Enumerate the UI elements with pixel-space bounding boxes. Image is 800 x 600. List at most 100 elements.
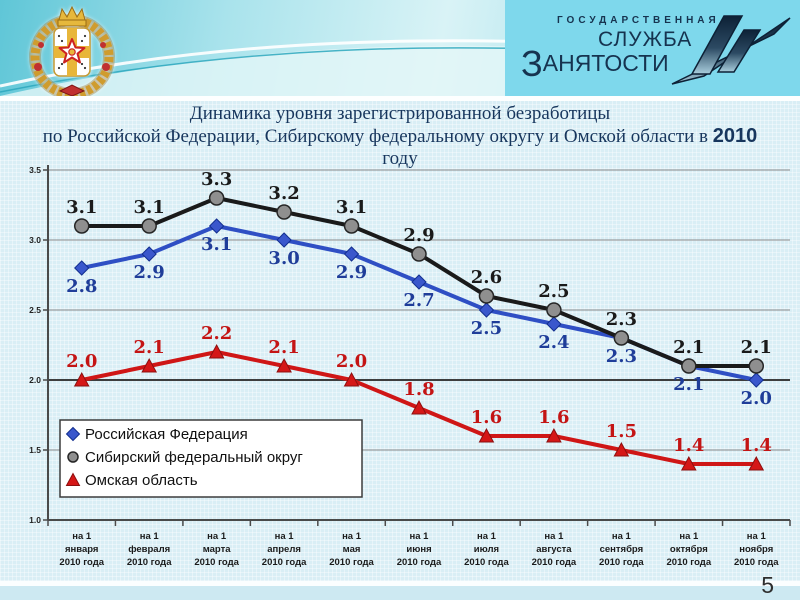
series-marker: [141, 218, 157, 234]
series-marker: [208, 190, 225, 206]
x-category-label: 2010 года: [464, 557, 509, 568]
wordmark-big-initial: З: [521, 43, 543, 84]
series-marker: [208, 343, 225, 359]
series-marker: [546, 427, 562, 443]
data-label: 3.1: [336, 197, 367, 218]
data-label: 3.2: [268, 183, 299, 204]
y-tick-label: 3.0: [29, 235, 41, 245]
x-category-label: ноября: [739, 544, 773, 555]
x-category-label: на 1: [612, 531, 632, 542]
y-tick-label: 2.0: [29, 375, 41, 385]
x-category-label: октября: [670, 544, 708, 555]
data-label: 2.5: [538, 281, 569, 302]
data-label: 2.7: [403, 290, 434, 311]
wordmark-line3-rest: АНЯТОСТИ: [542, 50, 669, 76]
series-marker: [65, 472, 81, 486]
legend-box: [59, 419, 363, 498]
data-label: 2.0: [336, 351, 367, 372]
data-label: 2.1: [673, 374, 704, 395]
x-category-label: июля: [474, 544, 499, 555]
y-tick-label: 1.5: [29, 445, 41, 455]
y-tick-label: 1.0: [29, 515, 41, 525]
data-label: 2.9: [134, 262, 165, 283]
x-category-label: на 1: [544, 531, 564, 542]
x-category-label: на 1: [477, 531, 497, 542]
x-category-label: 2010 года: [599, 557, 644, 568]
y-tick-label: 2.5: [29, 305, 41, 315]
series-marker: [276, 204, 292, 220]
x-category-label: на 1: [72, 531, 92, 542]
x-category-label: 2010 года: [194, 557, 239, 568]
series-marker: [141, 357, 158, 373]
data-label: 1.8: [403, 379, 434, 400]
x-category-label: августа: [536, 544, 572, 555]
series-marker: [276, 232, 292, 248]
series-marker: [546, 316, 562, 332]
data-label: 3.1: [66, 197, 97, 218]
slide-title-line1: Динамика уровня зарегистрированной безра…: [189, 103, 611, 124]
x-category-label: на 1: [207, 531, 227, 542]
x-category-label: мая: [343, 544, 361, 555]
series-marker: [67, 451, 79, 463]
slide-title: Динамика уровня зарегистрированной безра…: [6, 103, 794, 170]
data-label: 3.1: [134, 197, 165, 218]
data-label: 2.1: [673, 337, 704, 358]
series-marker: [73, 218, 90, 234]
slide-title-line3: году: [382, 148, 418, 169]
series-marker: [478, 427, 495, 443]
series-marker: [748, 358, 765, 374]
data-label: 2.6: [471, 267, 502, 288]
legend: Российская Федерация Сибирский федеральны…: [59, 419, 363, 498]
legend-label: Сибирский федеральный округ: [85, 449, 303, 466]
series-marker: [613, 330, 630, 346]
x-category-label: на 1: [410, 531, 430, 542]
legend-label: Омская область: [85, 472, 198, 489]
data-label: 2.9: [336, 262, 367, 283]
x-category-label: сентября: [600, 544, 644, 555]
series-marker: [343, 246, 360, 262]
omsk-coat-of-arms-icon: [29, 5, 115, 97]
series-marker: [65, 426, 81, 442]
slide-title-line2: по Российской Федерации, Сибирскому феде…: [6, 125, 794, 148]
data-label: 2.3: [606, 309, 637, 330]
x-category-label: 2010 года: [397, 557, 442, 568]
data-label: 2.1: [134, 337, 165, 358]
series-marker: [141, 246, 157, 262]
x-category-label: января: [65, 544, 99, 555]
data-label: 2.8: [66, 276, 97, 297]
data-label: 2.1: [268, 337, 299, 358]
series-marker: [681, 358, 697, 374]
series-marker: [73, 371, 90, 387]
x-category-label: 2010 года: [667, 557, 712, 568]
x-category-label: 2010 года: [59, 557, 104, 568]
x-category-label: на 1: [679, 531, 699, 542]
data-label: 3.0: [268, 248, 299, 269]
x-category-label: 2010 года: [734, 557, 779, 568]
data-label: 2.5: [471, 318, 502, 339]
series-1: 3.1 3.1 3.3 3.2 3.1 2.9 2.6 2.5 2.3 2.1 2.1: [66, 169, 772, 374]
slide-title-year: 2010: [712, 125, 758, 147]
data-label: 1.6: [538, 407, 569, 428]
x-category-label: апреля: [267, 544, 301, 555]
series-marker: [74, 260, 90, 276]
series-marker: [748, 372, 764, 388]
data-label: 3.3: [201, 169, 232, 190]
series-marker: [613, 441, 630, 457]
x-category-label: на 1: [747, 531, 767, 542]
series-marker: [546, 302, 562, 318]
employment-service-wordmark-line2: СЛУЖБА: [598, 28, 693, 51]
series-marker: [411, 399, 427, 415]
x-category-label: 2010 года: [329, 557, 374, 568]
series-2: 2.0 2.1 2.2 2.1 2.0 1.8 1.6 1.6 1.5 1.4 1.4: [66, 323, 772, 471]
employment-service-logo-icon: [671, 15, 791, 85]
employment-service-wordmark-line1: ГОСУДАРСТВЕННАЯ: [557, 15, 720, 26]
data-label: 1.6: [471, 407, 502, 428]
x-category-label: на 1: [140, 531, 160, 542]
x-category-label: на 1: [342, 531, 362, 542]
footer-band: [0, 586, 800, 600]
series-marker: [411, 274, 427, 290]
data-label: 1.4: [741, 435, 772, 456]
employment-service-logo-panel: ГОСУДАРСТВЕННАЯ СЛУЖБА ЗАНЯТОСТИ: [505, 0, 800, 101]
